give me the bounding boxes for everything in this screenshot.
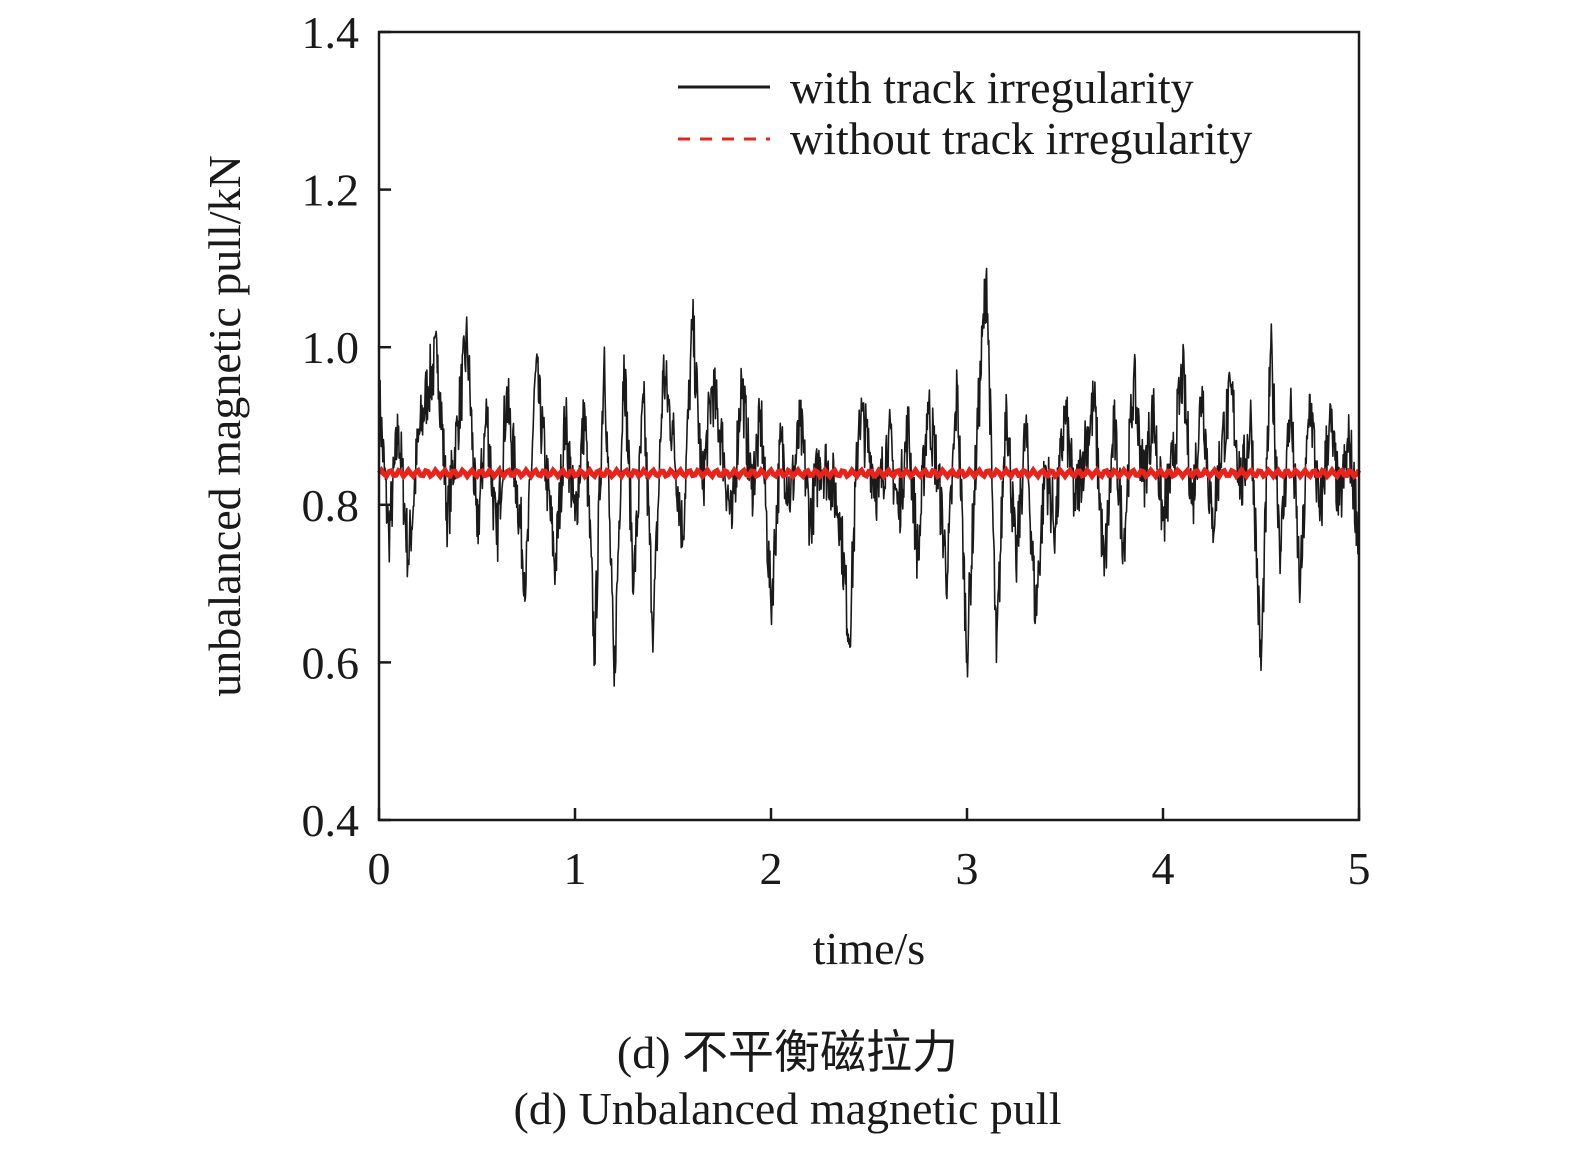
y-axis-title: unbalanced magnetic pull/kN [199, 155, 250, 697]
y-tick-label: 0.4 [302, 795, 360, 846]
figure-caption-chinese: (d) 不平衡磁拉力 [616, 1027, 959, 1078]
y-tick-label: 1.4 [302, 7, 360, 58]
legend-label-without: without track irregularity [790, 113, 1252, 164]
plot-frame [377, 30, 1361, 822]
x-tick-label: 1 [564, 843, 587, 894]
legend-label-with: with track irregularity [790, 62, 1194, 113]
figure-caption-english: (d) Unbalanced magnetic pull [513, 1083, 1062, 1134]
y-tick-label: 0.6 [302, 637, 360, 688]
x-tick-label: 4 [1152, 843, 1175, 894]
y-tick-label: 1.0 [302, 322, 360, 373]
x-tick-label: 0 [368, 843, 391, 894]
y-axis-ticks: 0.4 0.6 0.8 1.0 1.2 1.4 [302, 7, 391, 846]
x-tick-label: 3 [956, 843, 979, 894]
x-axis-ticks: 0 1 2 3 4 5 [368, 808, 1371, 894]
x-tick-label: 5 [1348, 843, 1371, 894]
x-tick-label: 2 [760, 843, 783, 894]
series-with-track-irregularity-line [378, 267, 1360, 687]
legend: with track irregularity without track ir… [678, 62, 1252, 164]
y-tick-label: 0.8 [302, 480, 360, 531]
y-tick-label: 1.2 [302, 165, 360, 216]
x-axis-title: time/s [813, 923, 925, 974]
plot-area [377, 267, 1362, 687]
series-without-track-irregularity-line [377, 465, 1362, 481]
